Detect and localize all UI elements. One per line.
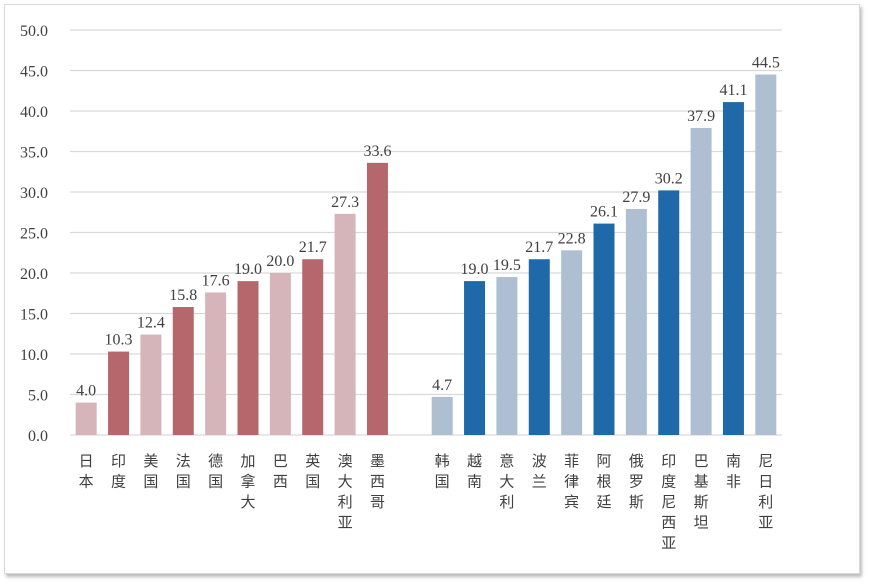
y-tick-label: 10.0 <box>20 347 48 364</box>
data-label: 27.9 <box>622 189 650 206</box>
x-tick-label: 美国 <box>143 453 158 491</box>
bar <box>464 281 486 435</box>
data-label: 17.6 <box>202 272 230 289</box>
bar <box>496 277 518 435</box>
bar <box>237 281 259 435</box>
y-tick-label: 40.0 <box>20 104 48 121</box>
x-tick-label: 尼日利亚 <box>758 453 773 532</box>
data-label: 4.7 <box>432 377 452 394</box>
data-label: 4.0 <box>76 383 96 400</box>
data-label: 30.2 <box>655 170 683 187</box>
bar <box>658 190 680 435</box>
chart-frame <box>4 4 860 574</box>
x-tick-label: 巴西 <box>273 454 288 491</box>
x-tick-label: 日本 <box>79 454 94 491</box>
x-tick-label: 法国 <box>176 453 191 491</box>
x-tick-label: 印度 <box>111 453 126 491</box>
y-tick-label: 50.0 <box>20 23 48 40</box>
bar <box>108 351 130 435</box>
bar <box>334 213 356 435</box>
data-label: 19.0 <box>234 261 262 278</box>
data-label: 15.8 <box>169 287 197 304</box>
x-tick-label: 意大利 <box>499 452 514 511</box>
x-tick-label: 德国 <box>208 452 223 491</box>
y-tick-label: 30.0 <box>20 185 48 202</box>
x-tick-label: 南非 <box>726 453 741 491</box>
x-tick-label: 菲律宾 <box>564 453 579 511</box>
data-label: 37.9 <box>687 108 715 125</box>
data-label: 21.7 <box>299 239 327 256</box>
bar <box>172 307 194 435</box>
y-tick-label: 0.0 <box>28 428 48 445</box>
data-label: 21.7 <box>525 239 553 256</box>
bar <box>561 250 583 435</box>
x-tick-label: 巴基斯坦 <box>694 454 709 532</box>
bar <box>75 402 97 435</box>
data-label: 20.0 <box>266 253 294 270</box>
x-tick-label: 印度尼西亚 <box>661 453 676 552</box>
data-label: 19.0 <box>461 261 489 278</box>
y-tick-label: 25.0 <box>20 226 48 243</box>
x-tick-label: 阿根廷 <box>596 453 611 511</box>
x-tick-label: 波兰 <box>532 453 547 491</box>
x-tick-label: 澳大利亚 <box>338 453 353 532</box>
data-label: 26.1 <box>590 204 618 221</box>
data-label: 12.4 <box>137 315 165 332</box>
x-tick-label: 英国 <box>305 452 320 491</box>
bar <box>690 128 712 435</box>
y-tick-label: 15.0 <box>20 307 48 324</box>
data-label: 19.5 <box>493 257 521 274</box>
bar <box>269 273 291 435</box>
x-tick-label: 俄罗斯 <box>629 453 644 511</box>
x-tick-label: 加拿大 <box>240 453 255 511</box>
bar <box>366 162 388 435</box>
bar <box>625 209 647 435</box>
bar <box>755 74 777 436</box>
y-tick-label: 35.0 <box>20 145 48 162</box>
bar <box>528 259 550 435</box>
bar <box>140 334 162 435</box>
y-tick-label: 45.0 <box>20 64 48 81</box>
y-tick-label: 20.0 <box>20 266 48 283</box>
data-label: 41.1 <box>719 82 747 99</box>
y-tick-label: 5.0 <box>28 388 48 405</box>
x-tick-label: 越南 <box>467 453 482 491</box>
x-tick-label: 墨西哥 <box>370 454 385 511</box>
bar <box>593 223 615 435</box>
data-label: 33.6 <box>363 143 391 160</box>
data-label: 44.5 <box>752 55 780 72</box>
x-tick-label: 韩国 <box>435 453 450 491</box>
bar <box>205 292 227 435</box>
bar <box>302 259 324 435</box>
bar <box>722 102 744 435</box>
data-label: 10.3 <box>105 332 133 349</box>
bar <box>431 396 453 435</box>
data-label: 22.8 <box>558 230 586 247</box>
data-label: 27.3 <box>331 194 359 211</box>
